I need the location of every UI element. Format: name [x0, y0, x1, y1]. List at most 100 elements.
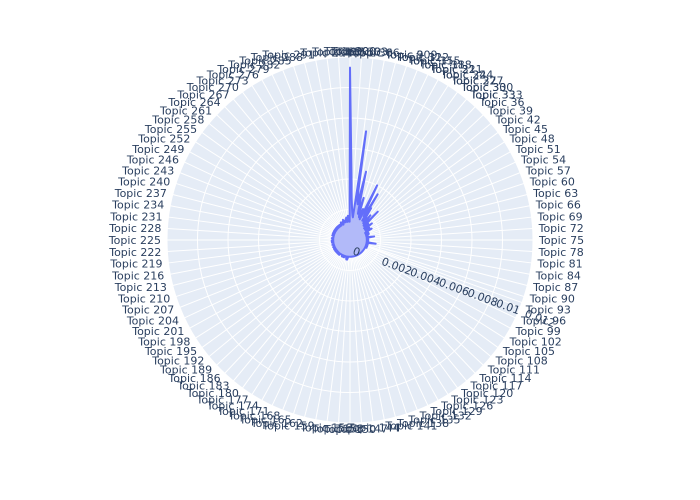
angular-tick-label: Topic 297: [311, 45, 364, 58]
angular-tick-label: Topic 282: [227, 58, 280, 71]
angular-tick-label: Topic 285: [238, 54, 291, 67]
angular-tick-label: Topic 15: [407, 54, 453, 67]
angular-tick-label: Topic 60: [529, 176, 575, 189]
angular-tick-label: Topic 24: [440, 68, 486, 81]
angular-tick-label: Topic 213: [114, 281, 167, 294]
angular-tick-label: Topic 168: [227, 410, 280, 423]
angular-tick-label: Topic 171: [216, 405, 269, 418]
angular-tick-label: Topic 333: [470, 88, 523, 101]
angular-tick-label: Topic 45: [502, 123, 548, 136]
angular-tick-label: Topic 216: [111, 269, 164, 282]
angular-tick-label: Topic 120: [460, 387, 513, 400]
angular-tick-label: Topic 327: [450, 74, 503, 87]
angular-tick-label: Topic 222: [108, 246, 161, 259]
angular-tick-label: Topic 255: [144, 123, 197, 136]
radial-tick-label: 0: [351, 245, 362, 260]
angular-tick-label: Topic 186: [167, 372, 220, 385]
angular-tick-label: Topic 111: [487, 363, 540, 376]
angular-tick-label: Topic 303: [335, 45, 388, 58]
angular-tick-label: Topic 237: [114, 187, 167, 200]
angular-tick-label: Topic 309: [384, 48, 437, 61]
angular-tick-label: Topic 138: [396, 417, 449, 430]
angular-tick-label: Topic 198: [137, 335, 190, 348]
angular-tick-label: Topic 78: [538, 246, 584, 259]
angular-tick-label: Topic 69: [537, 210, 583, 223]
angular-tick-label: Topic 330: [460, 81, 513, 94]
angular-tick-label: Topic 243: [121, 164, 174, 177]
angular-tick-label: Topic 294: [299, 47, 352, 60]
angular-tick-label: Topic 153: [311, 423, 364, 436]
angular-tick-label: Topic 183: [176, 380, 229, 393]
angular-tick-label: Topic 228: [108, 222, 161, 235]
angular-tick-label: Topic 246: [126, 154, 179, 167]
angular-tick-label: Topic 144: [347, 422, 400, 435]
angular-tick-label: Topic 174: [206, 400, 259, 413]
angular-tick-label: Topic 129: [430, 405, 483, 418]
radial-axis-line: [349, 239, 523, 304]
angular-tick-label: Topic 102: [509, 335, 562, 348]
angular-tick-label: Topic 57: [525, 164, 571, 177]
angular-tick-label: Topic 207: [121, 304, 174, 317]
angular-tick-label: Topic 99: [515, 325, 561, 338]
angular-tick-label: Topic 39: [487, 105, 533, 118]
angular-tick-label: Topic 162: [250, 417, 303, 430]
angular-tick-label: Topic 123: [450, 394, 503, 407]
angular-tick-label: Topic 156: [299, 422, 352, 435]
angular-tick-label: Topic 231: [109, 210, 162, 223]
angular-tick-label: Topic 0: [330, 45, 369, 58]
angular-tick-label: Topic 318: [419, 58, 472, 71]
angular-tick-label: Topic 81: [537, 258, 583, 271]
angular-tick-label: Topic 240: [117, 176, 170, 189]
series-layer: [330, 66, 379, 261]
angular-tick-label: Topic 312: [396, 51, 449, 64]
angular-tick-label: Topic 72: [538, 222, 584, 235]
angular-tick-label: Topic 33: [470, 88, 516, 101]
angular-tick-label: Topic 267: [176, 88, 229, 101]
angular-tick-label: Topic 147: [335, 423, 388, 436]
angular-tick-label: Topic 300: [323, 45, 376, 58]
angular-tick-label: Topic 6: [354, 47, 393, 60]
angular-tick-label: Topic 141: [384, 420, 437, 433]
angular-tick-label: Topic 36: [478, 96, 524, 109]
angular-tick-label: Topic 54: [520, 154, 566, 167]
angular-tick-label: Topic 189: [159, 363, 212, 376]
angular-tick-label: Topic 279: [216, 63, 269, 76]
angular-tick-label: Topic 177: [196, 394, 249, 407]
angular-tick-label: Topic 3: [342, 45, 381, 58]
angular-tick-label: Topic 63: [532, 187, 578, 200]
angular-tick-label: Topic 315: [407, 54, 460, 67]
angular-tick-label: Topic 117: [470, 380, 523, 393]
angular-tick-label: Topic 273: [196, 74, 249, 87]
angular-tick-label: Topic 234: [111, 199, 164, 212]
radial-gridline: [166, 56, 534, 424]
angular-tick-label: Topic 42: [495, 114, 541, 127]
angular-tick-label: Topic 30: [460, 81, 506, 94]
angular-tick-label: Topic 261: [159, 105, 212, 118]
angular-tick-label: Topic 306: [347, 47, 400, 60]
angular-tick-label: Topic 159: [261, 420, 314, 433]
angular-tick-label: Topic 180: [186, 387, 239, 400]
angular-tick-label: Topic 27: [450, 74, 496, 87]
angular-tick-label: Topic 75: [538, 234, 584, 247]
angular-tick-label: Topic 132: [419, 410, 472, 423]
angular-tick-label: Topic 165: [238, 414, 291, 427]
angular-tick-label: Topic 321: [430, 63, 483, 76]
angular-tick-label: Topic 114: [478, 372, 531, 385]
angular-tick-label: Topic 51: [515, 143, 561, 156]
angular-tick-label: Topic 9: [384, 48, 423, 61]
angular-tick-label: Topic 66: [535, 199, 581, 212]
angular-tick-label: Topic 324: [440, 68, 493, 81]
angular-tick-label: Topic 270: [186, 81, 239, 94]
angular-tick-label: Topic 264: [167, 96, 220, 109]
angular-tick-label: Topic 18: [419, 58, 465, 71]
angular-tick-label: Topic 249: [131, 143, 184, 156]
angular-tick-label: Topic 87: [532, 281, 578, 294]
angular-tick-label: Topic 195: [144, 345, 197, 358]
angular-tick-label: Topic 192: [151, 355, 204, 368]
angular-tick-label: Topic 84: [535, 269, 581, 282]
angular-tick-label: Topic 291: [261, 48, 314, 61]
angular-tick-label: Topic 21: [430, 63, 476, 76]
angular-tick-label: Topic 201: [131, 325, 184, 338]
angular-tick-label: Topic 219: [109, 258, 162, 271]
